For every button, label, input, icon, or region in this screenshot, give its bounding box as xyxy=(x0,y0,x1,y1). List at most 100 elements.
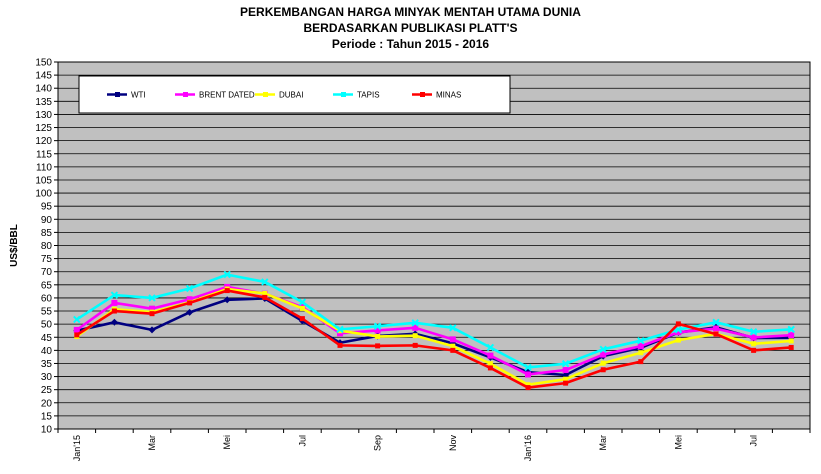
data-point xyxy=(599,345,607,354)
y-tick-label: 100 xyxy=(35,189,52,200)
y-tick-label: 60 xyxy=(41,293,53,304)
data-point xyxy=(149,311,155,317)
data-point xyxy=(337,342,343,348)
chart-titles: PERKEMBANGAN HARGA MINYAK MENTAH UTAMA D… xyxy=(0,4,821,52)
series-minas xyxy=(74,288,794,391)
legend-entry: DUBAI xyxy=(255,91,303,100)
data-point xyxy=(449,324,457,332)
data-point xyxy=(561,360,570,368)
data-point xyxy=(261,278,269,286)
y-tick-label: 10 xyxy=(41,425,53,436)
y-axis-ticks: 10 15 20 25 30 35 40 45 50 55 60 65 70 75 80 85 90 95 100 1… xyxy=(35,58,58,436)
data-point xyxy=(449,336,456,343)
legend-marker xyxy=(115,92,120,97)
data-point xyxy=(223,296,231,304)
legend-marker xyxy=(183,92,188,97)
data-point xyxy=(299,305,305,311)
legend-entry: TAPIS xyxy=(333,91,380,100)
data-point xyxy=(110,291,119,299)
y-tick-label: 35 xyxy=(41,359,53,370)
data-point xyxy=(74,332,80,338)
data-point xyxy=(111,299,118,306)
data-point xyxy=(375,343,381,349)
data-point xyxy=(713,331,719,337)
data-point xyxy=(525,382,531,388)
legend-label: MINAS xyxy=(436,91,461,100)
data-point xyxy=(412,324,419,331)
legend-marker xyxy=(420,92,425,97)
chart-subtitle: BERDASARKAN PUBLIKASI PLATT'S xyxy=(303,21,518,35)
legend-marker xyxy=(341,92,346,97)
y-tick-label: 125 xyxy=(35,123,52,134)
y-tick-label: 135 xyxy=(35,97,52,108)
data-point xyxy=(788,332,795,339)
y-tick-label: 150 xyxy=(35,58,52,69)
legend-label: BRENT DATED xyxy=(199,91,255,100)
y-tick-label: 65 xyxy=(41,280,53,291)
data-point xyxy=(186,296,193,303)
data-point xyxy=(187,300,193,306)
data-point xyxy=(751,341,757,347)
legend-label: DUBAI xyxy=(279,91,303,100)
data-point xyxy=(675,337,681,343)
data-point xyxy=(600,360,606,366)
data-point xyxy=(525,371,531,378)
data-point xyxy=(148,326,156,334)
data-point xyxy=(600,367,606,373)
x-tick-label: Jul xyxy=(297,435,307,447)
y-tick-label: 20 xyxy=(41,398,53,409)
data-point xyxy=(600,351,607,358)
y-tick-label: 95 xyxy=(41,202,53,213)
data-point xyxy=(675,321,681,327)
x-tick-label: Jan'16 xyxy=(523,435,533,461)
y-tick-label: 50 xyxy=(41,320,53,331)
x-tick-label: Sep xyxy=(373,435,383,451)
legend: WTI BRENT DATED DUBAI TAPIS MINAS xyxy=(78,75,511,114)
data-point xyxy=(487,352,494,359)
data-point xyxy=(110,318,118,326)
legend-entry: BRENT DATED xyxy=(175,91,255,100)
y-tick-label: 15 xyxy=(41,411,53,422)
data-point xyxy=(750,334,757,341)
data-point xyxy=(638,359,644,365)
data-point xyxy=(185,284,194,293)
data-point xyxy=(749,328,758,336)
y-tick-label: 75 xyxy=(41,254,53,265)
data-point xyxy=(713,325,719,332)
data-point xyxy=(637,336,645,345)
data-point xyxy=(563,380,569,386)
series-lines xyxy=(73,270,795,391)
x-tick-label: Jul xyxy=(749,435,759,447)
data-point xyxy=(450,343,456,349)
data-point xyxy=(412,342,418,348)
data-point xyxy=(450,347,456,353)
data-point xyxy=(262,294,268,300)
data-point xyxy=(788,338,794,344)
data-point xyxy=(563,376,569,382)
data-point xyxy=(73,326,80,333)
series-line xyxy=(76,289,792,389)
y-tick-label: 30 xyxy=(41,372,53,383)
data-point xyxy=(148,294,156,302)
data-point xyxy=(675,329,682,336)
data-point xyxy=(487,365,493,371)
data-point xyxy=(638,350,644,356)
data-point xyxy=(712,318,720,327)
data-point xyxy=(262,290,268,296)
y-tick-label: 40 xyxy=(41,346,53,357)
y-axis-title: US$/BBL xyxy=(9,224,20,267)
data-point xyxy=(336,325,344,334)
chart-period: Periode : Tahun 2015 - 2016 xyxy=(331,37,490,51)
data-point xyxy=(223,270,231,279)
y-tick-label: 70 xyxy=(41,267,53,278)
y-tick-label: 120 xyxy=(35,136,52,147)
data-point xyxy=(487,361,493,367)
data-point xyxy=(186,308,194,316)
series-line xyxy=(76,285,792,376)
y-tick-label: 145 xyxy=(35,71,52,82)
data-point xyxy=(524,363,532,372)
x-tick-label: Nov xyxy=(448,435,458,452)
data-point xyxy=(486,343,495,352)
